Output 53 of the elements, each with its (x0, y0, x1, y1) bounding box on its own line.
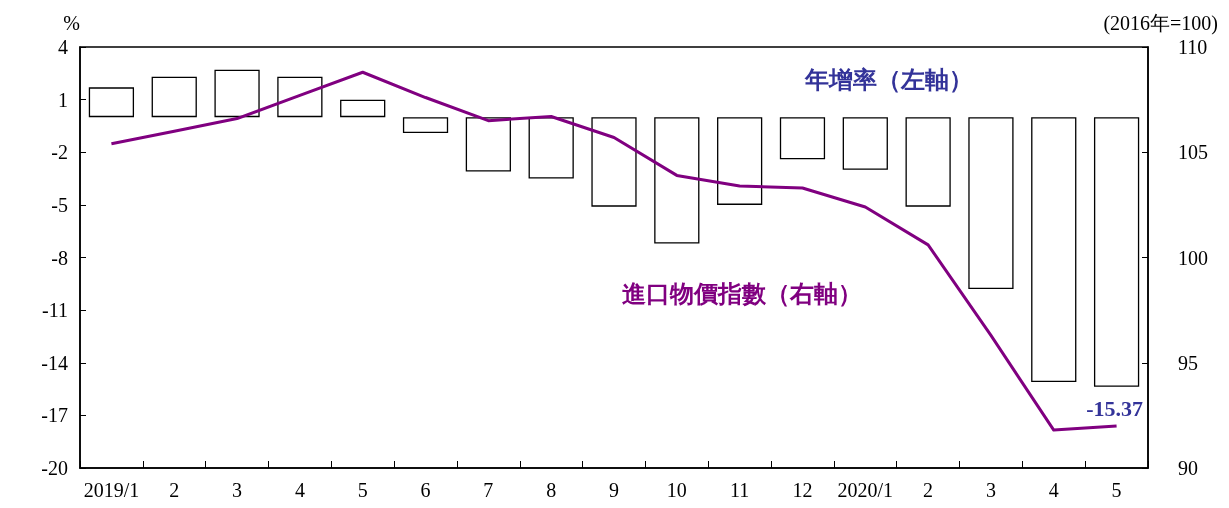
bar (402, 117, 449, 133)
bar (1031, 117, 1077, 383)
text: 進口物價指數（右軸） (622, 281, 862, 307)
y-tick-label: 4 (58, 36, 68, 58)
x-tick-label: 9 (609, 479, 619, 501)
y-tick-label: -17 (41, 404, 68, 427)
x-tick-label: 5 (1111, 479, 1122, 501)
bar (151, 76, 197, 118)
bar (88, 87, 135, 118)
bar (1093, 117, 1140, 387)
y2-tick-label: 100 (1178, 246, 1208, 269)
x-tick-label: 4 (294, 479, 305, 501)
x-tick-label: 8 (546, 479, 557, 501)
x-tick-label: 2019/1 (83, 479, 140, 501)
bar (842, 117, 888, 170)
y-tick-label: -2 (51, 141, 68, 164)
y2-tick-label: 110 (1178, 36, 1208, 58)
data-label: -15.37 (1086, 396, 1143, 422)
y2-tick-label: 95 (1178, 351, 1198, 374)
bar (654, 117, 700, 244)
series-label: 年增率（左軸） (804, 67, 973, 93)
bar (465, 117, 511, 172)
y2-tick-label: 105 (1178, 141, 1208, 164)
x-tick-label: 10 (666, 479, 687, 501)
x-tick-label: 4 (1048, 479, 1059, 501)
bar (717, 117, 763, 205)
x-tick-label: 12 (792, 479, 813, 501)
bar (591, 117, 637, 207)
x-tick-label: 2 (169, 479, 180, 501)
y2-axis-title: (2016年=100) (1103, 12, 1218, 35)
x-tick-label: 7 (483, 479, 494, 501)
y2-tick-label: 90 (1178, 457, 1198, 479)
x-tick-label: 3 (232, 479, 243, 501)
bar (779, 117, 826, 160)
bar (277, 76, 323, 118)
y-tick-label: -20 (41, 457, 68, 479)
y-tick-label: -14 (41, 351, 68, 374)
y-axis-title: % (63, 12, 80, 34)
bar (528, 117, 574, 179)
bar (968, 117, 1014, 290)
bar (214, 69, 260, 118)
x-tick-label: 6 (420, 479, 431, 501)
x-tick-label: 11 (730, 479, 750, 501)
x-tick-label: 2 (923, 479, 934, 501)
y-tick-label: -5 (51, 193, 68, 216)
x-tick-label: 5 (357, 479, 368, 501)
bar (340, 99, 386, 118)
y-tick-label: -8 (51, 246, 68, 269)
y-tick-label: -11 (42, 299, 68, 322)
x-tick-label: 2020/1 (837, 479, 894, 501)
y-tick-label: 1 (58, 88, 68, 111)
x-tick-label: 3 (985, 479, 996, 501)
bar (905, 117, 951, 207)
